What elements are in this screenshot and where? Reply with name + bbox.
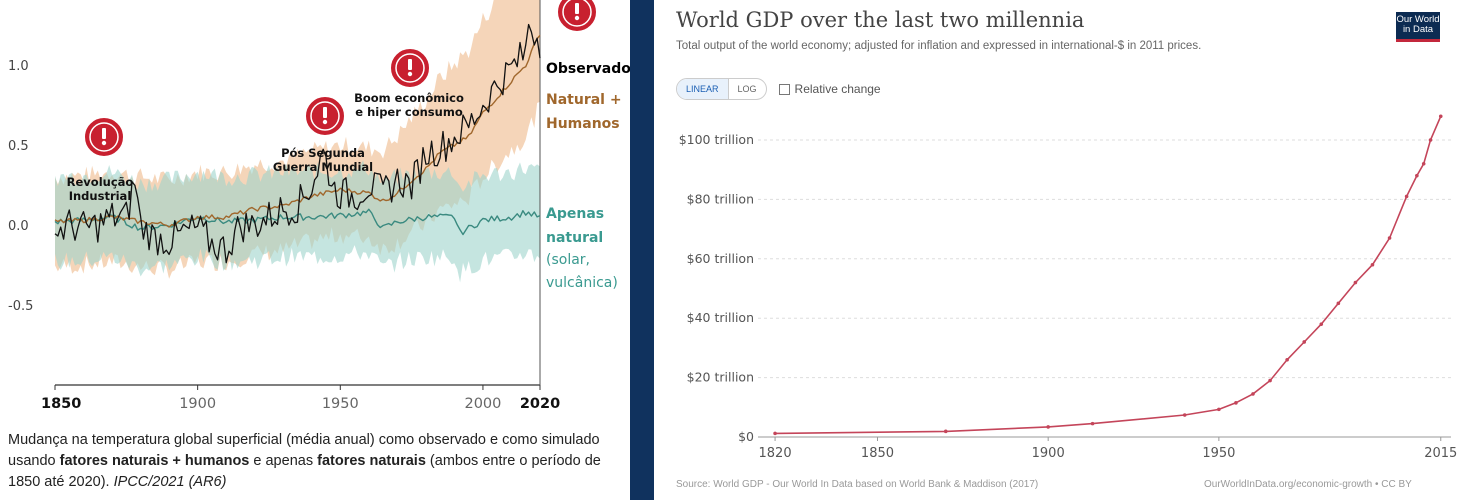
observed-line <box>54 23 541 264</box>
warning-icon-ring <box>310 101 340 131</box>
legend-label: Apenas <box>546 206 604 222</box>
warning-icon-dot <box>101 140 107 146</box>
y-tick-label: $60 trillion <box>687 251 754 266</box>
gdp-point <box>1387 236 1392 240</box>
gdp-point <box>1428 138 1433 142</box>
legend-label: (solar, <box>546 252 590 268</box>
owid-logo-line1: Our World <box>1396 14 1440 25</box>
legend-label: Humanos <box>546 116 620 132</box>
checkbox-icon[interactable] <box>778 83 790 95</box>
y-tick-label: $20 trillion <box>687 370 754 385</box>
gdp-point <box>1336 301 1341 306</box>
warning-icon-dot <box>322 119 328 125</box>
x-tick-label: 1950 <box>322 396 359 412</box>
y-tick-label: $100 trillion <box>679 132 754 147</box>
gdp-point <box>1404 194 1409 199</box>
temperature-panel: 1.51.00.50.0-0.518501900195020002020Obse… <box>0 0 630 500</box>
gdp-panel: World GDP over the last two millennia To… <box>654 0 1457 500</box>
scale-controls: LINEAR LOG Relative change <box>676 78 881 100</box>
source-note[interactable]: Source: World GDP - Our World In Data ba… <box>676 479 1039 490</box>
legend-label: vulcânica) <box>546 275 618 291</box>
warning-icon <box>304 95 346 137</box>
gdp-point <box>773 431 777 436</box>
y-tick-label: 1.0 <box>8 59 29 74</box>
x-tick-label: 1900 <box>179 396 216 412</box>
x-tick-label: 2015 <box>1424 446 1457 461</box>
gdp-chart-title: World GDP over the last two millennia <box>676 8 1085 32</box>
gdp-point <box>1046 425 1050 429</box>
x-tick-label: 2020 <box>520 396 560 412</box>
gdp-point <box>1090 421 1095 426</box>
relative-change-checkbox[interactable]: Relative change <box>778 82 881 96</box>
caption-text-1: Mudança na temperatura global superficia… <box>8 432 600 469</box>
warning-icon-dot <box>574 15 580 21</box>
y-tick-label: 0.0 <box>8 219 29 234</box>
gdp-point <box>1268 378 1272 383</box>
gdp-point <box>1353 280 1358 285</box>
warning-icon-bar <box>102 128 106 139</box>
y-tick-label: -0.5 <box>8 299 33 314</box>
gdp-point <box>1251 392 1255 396</box>
x-tick-label: 1900 <box>1032 446 1065 461</box>
gdp-point <box>1217 407 1221 412</box>
warning-icon-dot <box>407 71 413 77</box>
caption-bold-1: fatores naturais + humanos <box>59 453 250 469</box>
panel-divider <box>630 0 654 500</box>
gdp-point <box>1438 114 1443 119</box>
x-tick-label: 1950 <box>1202 446 1235 461</box>
x-tick-label: 2000 <box>464 396 501 412</box>
linear-scale-button[interactable]: LINEAR <box>677 79 729 99</box>
legend-label: natural <box>546 230 603 246</box>
caption-text-3: (ambos entre o período de 1850 até 2020)… <box>8 453 601 490</box>
annotation-label: Revolução <box>67 175 134 189</box>
gdp-point <box>1319 322 1324 326</box>
caption-text-2: e apenas <box>249 453 318 469</box>
caption-bold-2: fatores naturais <box>317 453 426 469</box>
gdp-point <box>1285 357 1289 362</box>
gdp-chart-subtitle: Total output of the world economy; adjus… <box>676 40 1202 52</box>
y-tick-label: 0.5 <box>8 139 29 154</box>
warning-icon <box>389 47 431 89</box>
annotation-label: e hiper consumo <box>355 105 463 119</box>
legend-label: Natural + <box>546 92 622 108</box>
gdp-line <box>775 115 1442 435</box>
chart-caption: Mudança na temperatura global superficia… <box>8 430 623 493</box>
relative-change-label: Relative change <box>794 82 881 96</box>
log-scale-button[interactable]: LOG <box>737 84 757 94</box>
temperature-chart: 1.51.00.50.0-0.518501900195020002020Obse… <box>8 0 630 412</box>
gdp-point <box>1415 173 1419 178</box>
y-tick-label: $0 <box>738 429 754 444</box>
gdp-chart: $0 $20 trillion $40 trillion $60 trillion $8… <box>679 114 1457 461</box>
warning-icon-bar <box>575 3 579 14</box>
scale-toggle: LINEAR LOG <box>676 78 767 100</box>
annotation-label: Pós Segunda <box>281 146 365 160</box>
warning-icon-bar <box>408 59 412 70</box>
gdp-point <box>1302 340 1307 344</box>
gdp-point <box>1421 161 1426 166</box>
warning-icon <box>556 0 598 33</box>
gdp-point <box>1370 262 1375 267</box>
y-tick-label: $80 trillion <box>687 191 754 206</box>
license-note[interactable]: OurWorldInData.org/economic-growth • CC … <box>1204 479 1412 490</box>
warning-icon-ring <box>395 53 425 83</box>
caption-citation: IPCC/2021 (AR6) <box>113 474 227 490</box>
owid-logo-line2: in Data <box>1402 24 1434 35</box>
warning-icon-ring <box>562 0 592 27</box>
x-tick-label: 1850 <box>861 446 894 461</box>
warning-icon-bar <box>323 107 327 118</box>
y-tick-label: $40 trillion <box>687 310 754 325</box>
owid-logo[interactable]: Our World in Data <box>1396 12 1440 42</box>
warning-icon <box>83 116 125 158</box>
warning-icon-ring <box>89 122 119 152</box>
gdp-point <box>1182 413 1187 417</box>
x-tick-label: 1850 <box>41 396 81 412</box>
gdp-point <box>1234 401 1238 405</box>
legend-label: Observado <box>546 61 630 77</box>
annotation-label: Industrial <box>69 189 132 203</box>
gdp-point <box>943 429 948 434</box>
x-tick-label: 1820 <box>759 446 792 461</box>
annotation-label: Guerra Mundial <box>273 160 373 174</box>
annotation-label: Boom econômico <box>354 91 464 105</box>
